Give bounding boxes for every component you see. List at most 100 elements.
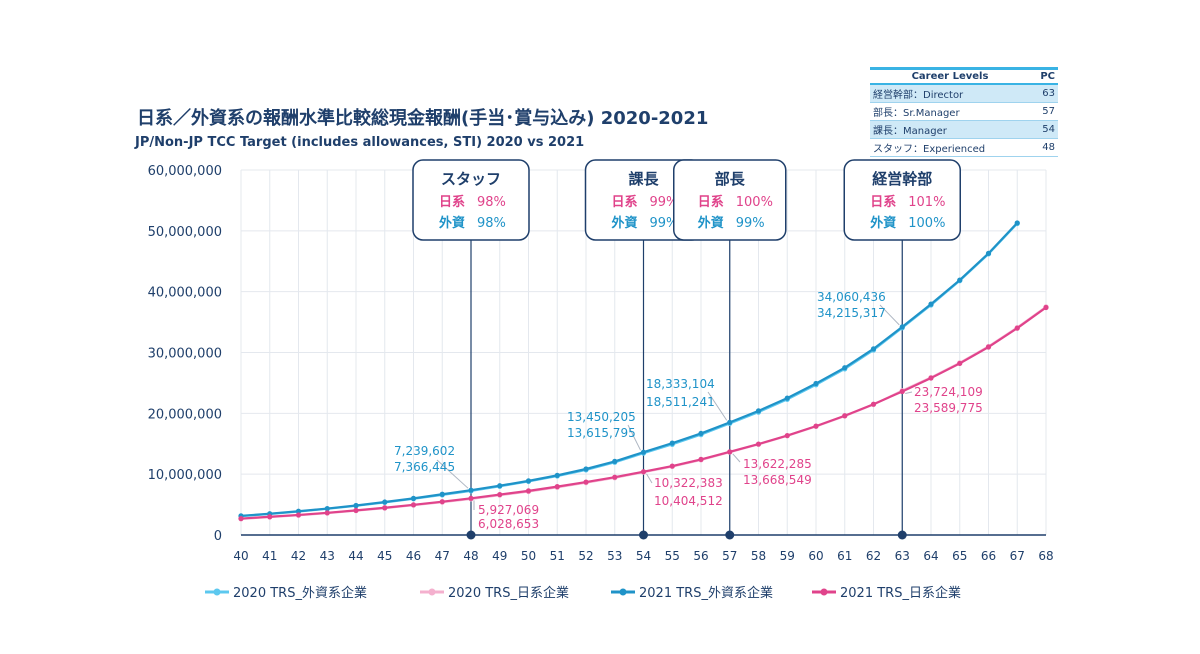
leader-line [879,304,900,326]
x-tick-label: 56 [693,549,708,563]
x-tick-label: 57 [722,549,737,563]
data-point [899,324,905,330]
data-point [669,440,675,446]
annotation-jp-label: 日系 [439,194,465,210]
annotation-ext-value: 100% [908,216,945,231]
data-label-jp2020: 10,322,383 [654,476,723,490]
x-tick-label: 65 [952,549,967,563]
x-tick-label: 67 [1010,549,1025,563]
data-point [468,495,474,501]
career-level-pc: 63 [1030,84,1058,103]
chart-title: 日系／外資系の報酬水準比較総現金報酬(手当･賞与込み) 2020-2021 [137,108,709,129]
data-point [410,495,417,501]
leader-line [627,424,641,451]
data-point [698,430,704,437]
x-tick-label: 43 [320,549,335,563]
leader-line [707,391,728,421]
y-tick-label: 60,000,000 [148,164,222,179]
data-point [842,365,848,371]
data-point [583,466,589,472]
data-label-ext2020: 7,239,602 [394,444,455,458]
data-point [669,463,675,469]
data-label-jp2021: 6,028,653 [478,517,539,531]
data-point [324,505,330,512]
annotation-jp-label: 日系 [612,194,638,210]
data-label-jp2021: 23,589,775 [914,401,983,415]
annotation-jp-value: 98% [477,195,506,210]
x-tick-label: 66 [981,549,996,563]
x-tick-label: 41 [262,549,277,563]
data-point [324,510,330,516]
data-label-jp2020: 5,927,069 [478,503,539,517]
x-tick-label: 64 [923,549,938,563]
data-point [957,360,963,367]
y-tick-label: 40,000,000 [148,286,222,301]
data-point [755,408,762,414]
annotation-jp-value: 101% [908,195,945,210]
data-point [784,395,790,401]
data-label-ext2021: 13,615,795 [567,426,636,440]
annotation-box [412,159,530,241]
data-label-ext2021: 34,215,317 [817,306,886,320]
legend-marker [428,588,436,596]
data-point [957,277,963,283]
data-label-jp2020: 13,622,285 [743,457,812,471]
data-point [1014,325,1020,331]
data-point [353,507,359,513]
annotation-ext-label: 外資 [697,215,724,231]
legend-marker [619,588,627,596]
career-levels-header-row: Career Levels PC [870,67,1058,85]
career-level-label: 部長：Sr.Manager [870,102,1030,121]
x-tick-label: 54 [636,549,651,563]
x-tick-label: 61 [837,549,852,563]
data-point [583,479,589,485]
x-tick-label: 55 [665,549,680,563]
data-point [439,491,445,497]
data-point [468,487,474,493]
series-line [240,222,1019,517]
annotation-title: 課長 [628,170,659,188]
career-level-pc: 54 [1030,120,1058,139]
annotation-jp-label: 日系 [870,194,896,210]
career-level-row: 経営幹部：Director 63 [870,84,1058,103]
annotation-jp-value: 99% [650,195,679,210]
x-tick-label: 63 [895,549,910,563]
data-label-ext2020: 13,450,205 [567,410,636,424]
career-level-row: 部長：Sr.Manager 57 [870,102,1058,121]
data-point [640,469,647,475]
career-level-label: 課長：Manager [870,120,1030,139]
data-point [497,491,503,498]
y-tick-label: 0 [214,529,222,544]
x-tick-label: 53 [607,549,622,563]
annotation-ext-label: 外資 [869,215,896,231]
pc-header: PC [1030,67,1058,85]
data-point [784,432,790,439]
data-point [497,483,503,489]
legend-marker [213,588,221,596]
y-tick-label: 30,000,000 [148,347,222,362]
annotation-jp-label: 日系 [698,194,724,210]
annotation-box [843,159,961,241]
legend-label: 2020 TRS_外資系企業 [233,585,367,601]
x-tick-label: 47 [435,549,450,563]
data-point [842,413,848,419]
x-tick-label: 46 [406,549,421,563]
x-tick-label: 58 [751,549,766,563]
career-levels-table: Career Levels PC 経営幹部：Director 63 部長：Sr.… [870,67,1058,157]
x-tick-label: 45 [377,549,392,563]
x-tick-label: 51 [550,549,565,563]
data-point [525,488,532,494]
chart-subtitle: JP/Non-JP TCC Target (includes allowance… [135,135,585,150]
data-point [1014,220,1020,226]
series-line [240,222,1019,518]
x-tick-label: 42 [291,549,306,563]
data-point [928,375,934,381]
data-point [755,441,762,447]
career-levels-header: Career Levels [870,67,1030,85]
career-level-row: スタッフ：Experienced 48 [870,138,1058,157]
data-point [525,478,532,484]
x-tick-label: 48 [463,549,478,563]
career-level-label: スタッフ：Experienced [870,138,1030,157]
legend-label: 2020 TRS_日系企業 [448,585,569,601]
